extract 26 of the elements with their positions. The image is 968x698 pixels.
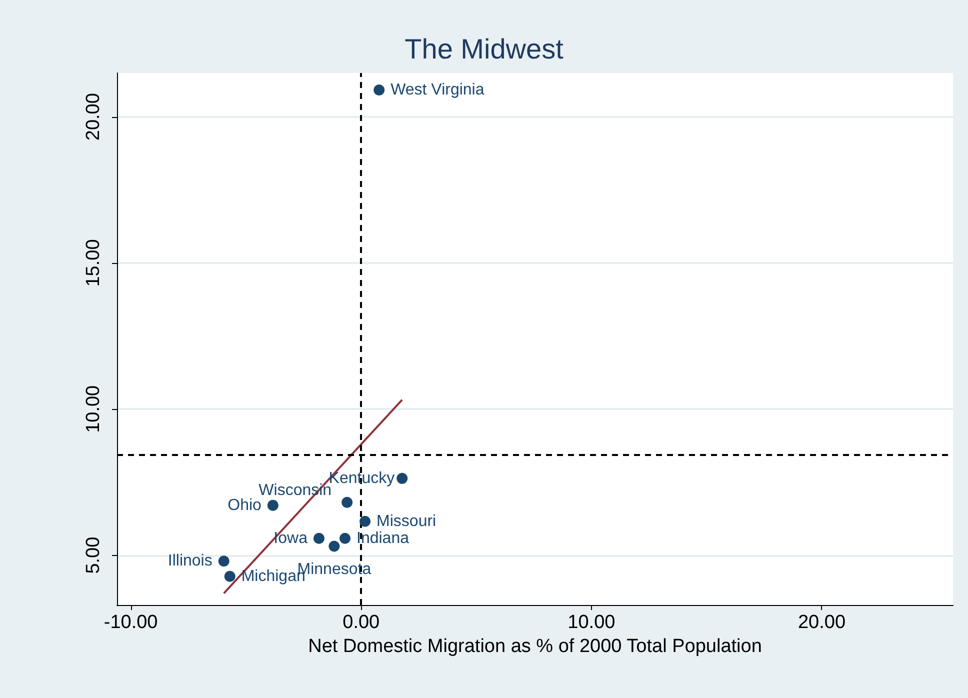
y-tick-label: 10.00 bbox=[83, 385, 104, 433]
point bbox=[360, 516, 371, 527]
y-tick-label: 20.00 bbox=[83, 93, 104, 141]
point bbox=[342, 496, 353, 508]
point bbox=[328, 540, 340, 552]
point bbox=[374, 84, 385, 96]
data-label: Ohio bbox=[228, 496, 262, 514]
x-axis-title: Net Domestic Migration as % of 2000 Total Population bbox=[308, 636, 762, 657]
chart-title: The Midwest bbox=[404, 34, 564, 64]
point bbox=[313, 532, 324, 544]
data-label: Missouri bbox=[376, 512, 436, 530]
y-tick-label: 15.00 bbox=[83, 239, 104, 287]
point bbox=[218, 556, 230, 567]
x-tick-label: -10.00 bbox=[104, 612, 158, 633]
x-tick-label: 0.00 bbox=[342, 612, 380, 633]
data-label: Indiana bbox=[356, 530, 410, 547]
data-label: Illinois bbox=[168, 552, 212, 570]
point bbox=[340, 532, 350, 544]
point bbox=[267, 500, 278, 511]
data-label: West Virginia bbox=[390, 81, 484, 98]
point bbox=[396, 472, 408, 484]
y-tick-label: 5.00 bbox=[83, 536, 104, 574]
data-label: Iowa bbox=[274, 530, 308, 547]
x-tick-label: 20.00 bbox=[798, 612, 846, 633]
x-tick-label: 10.00 bbox=[568, 612, 616, 633]
point bbox=[224, 570, 236, 582]
